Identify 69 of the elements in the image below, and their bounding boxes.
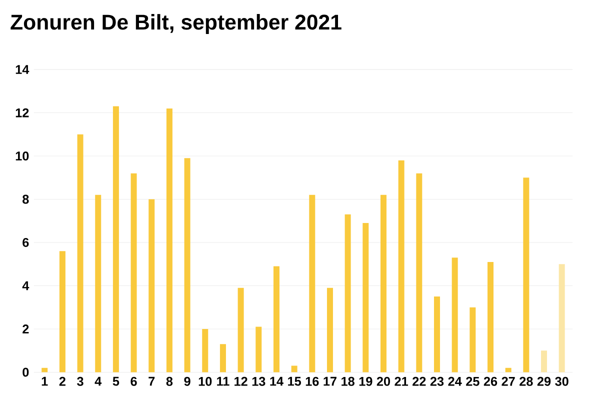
bar (505, 368, 512, 372)
x-tick-label: 28 (520, 376, 533, 386)
x-tick-label: 18 (342, 376, 354, 386)
bar (184, 158, 190, 372)
x-tick-label: 24 (448, 376, 462, 386)
x-tick-label: 10 (198, 376, 212, 386)
y-tick-label: 14 (16, 65, 30, 74)
bar (273, 266, 280, 372)
x-tick-label: 13 (252, 376, 266, 386)
x-tick-label: 22 (412, 376, 426, 386)
x-tick-label: 1 (42, 376, 48, 386)
x-tick-label: 4 (94, 376, 102, 386)
bar (256, 326, 262, 372)
bar (166, 108, 172, 372)
x-tick-label: 8 (166, 376, 173, 386)
x-tick-label: 25 (466, 376, 480, 386)
x-tick-label: 17 (324, 376, 336, 386)
x-tick-label: 30 (555, 376, 568, 386)
bar (362, 223, 369, 372)
x-tick-label: 29 (537, 376, 551, 386)
x-tick-label: 21 (394, 376, 408, 386)
bar (112, 106, 119, 372)
x-tick-label: 9 (184, 376, 190, 386)
y-tick-label: 10 (16, 152, 29, 161)
y-tick-label: 6 (22, 238, 29, 247)
bar (470, 307, 476, 372)
bar (488, 262, 494, 372)
x-tick-label: 26 (484, 376, 498, 386)
bar (202, 328, 208, 372)
bar (59, 251, 66, 372)
bar (558, 264, 565, 372)
bar (309, 194, 316, 372)
bar (77, 134, 84, 372)
x-tick-label: 14 (270, 376, 284, 386)
bar (541, 350, 548, 372)
bar (238, 288, 244, 372)
bar (42, 368, 48, 372)
x-tick-label: 12 (234, 376, 248, 386)
x-tick-label: 3 (77, 376, 84, 386)
y-tick-label: 0 (22, 368, 29, 377)
bar (416, 173, 422, 372)
y-tick-label: 8 (22, 194, 29, 204)
x-tick-label: 27 (502, 376, 515, 386)
y-tick-label: 2 (22, 324, 29, 334)
bar (148, 199, 155, 372)
x-tick-label: 15 (288, 376, 301, 386)
x-tick-label: 23 (430, 376, 444, 386)
bar (130, 173, 137, 372)
bar (380, 194, 386, 372)
x-tick-label: 2 (59, 376, 66, 386)
x-tick-label: 7 (148, 376, 155, 386)
y-tick-label: 12 (16, 108, 29, 118)
chart-title: Zonuren De Bilt, september 2021 (10, 14, 342, 34)
bar (523, 178, 530, 372)
bar (452, 258, 458, 372)
x-tick-label: 11 (217, 376, 230, 386)
x-tick-label: 6 (130, 376, 137, 386)
y-tick-label: 4 (22, 281, 30, 290)
x-tick-label: 20 (376, 376, 390, 386)
bar (220, 344, 226, 372)
bar (291, 366, 298, 372)
x-tick-label: 19 (359, 376, 372, 386)
bar (95, 194, 102, 372)
bar (434, 296, 440, 372)
x-tick-label: 16 (306, 376, 319, 386)
x-tick-label: 5 (112, 376, 120, 386)
bar (344, 214, 351, 372)
bar (326, 288, 333, 372)
bar (398, 160, 404, 372)
